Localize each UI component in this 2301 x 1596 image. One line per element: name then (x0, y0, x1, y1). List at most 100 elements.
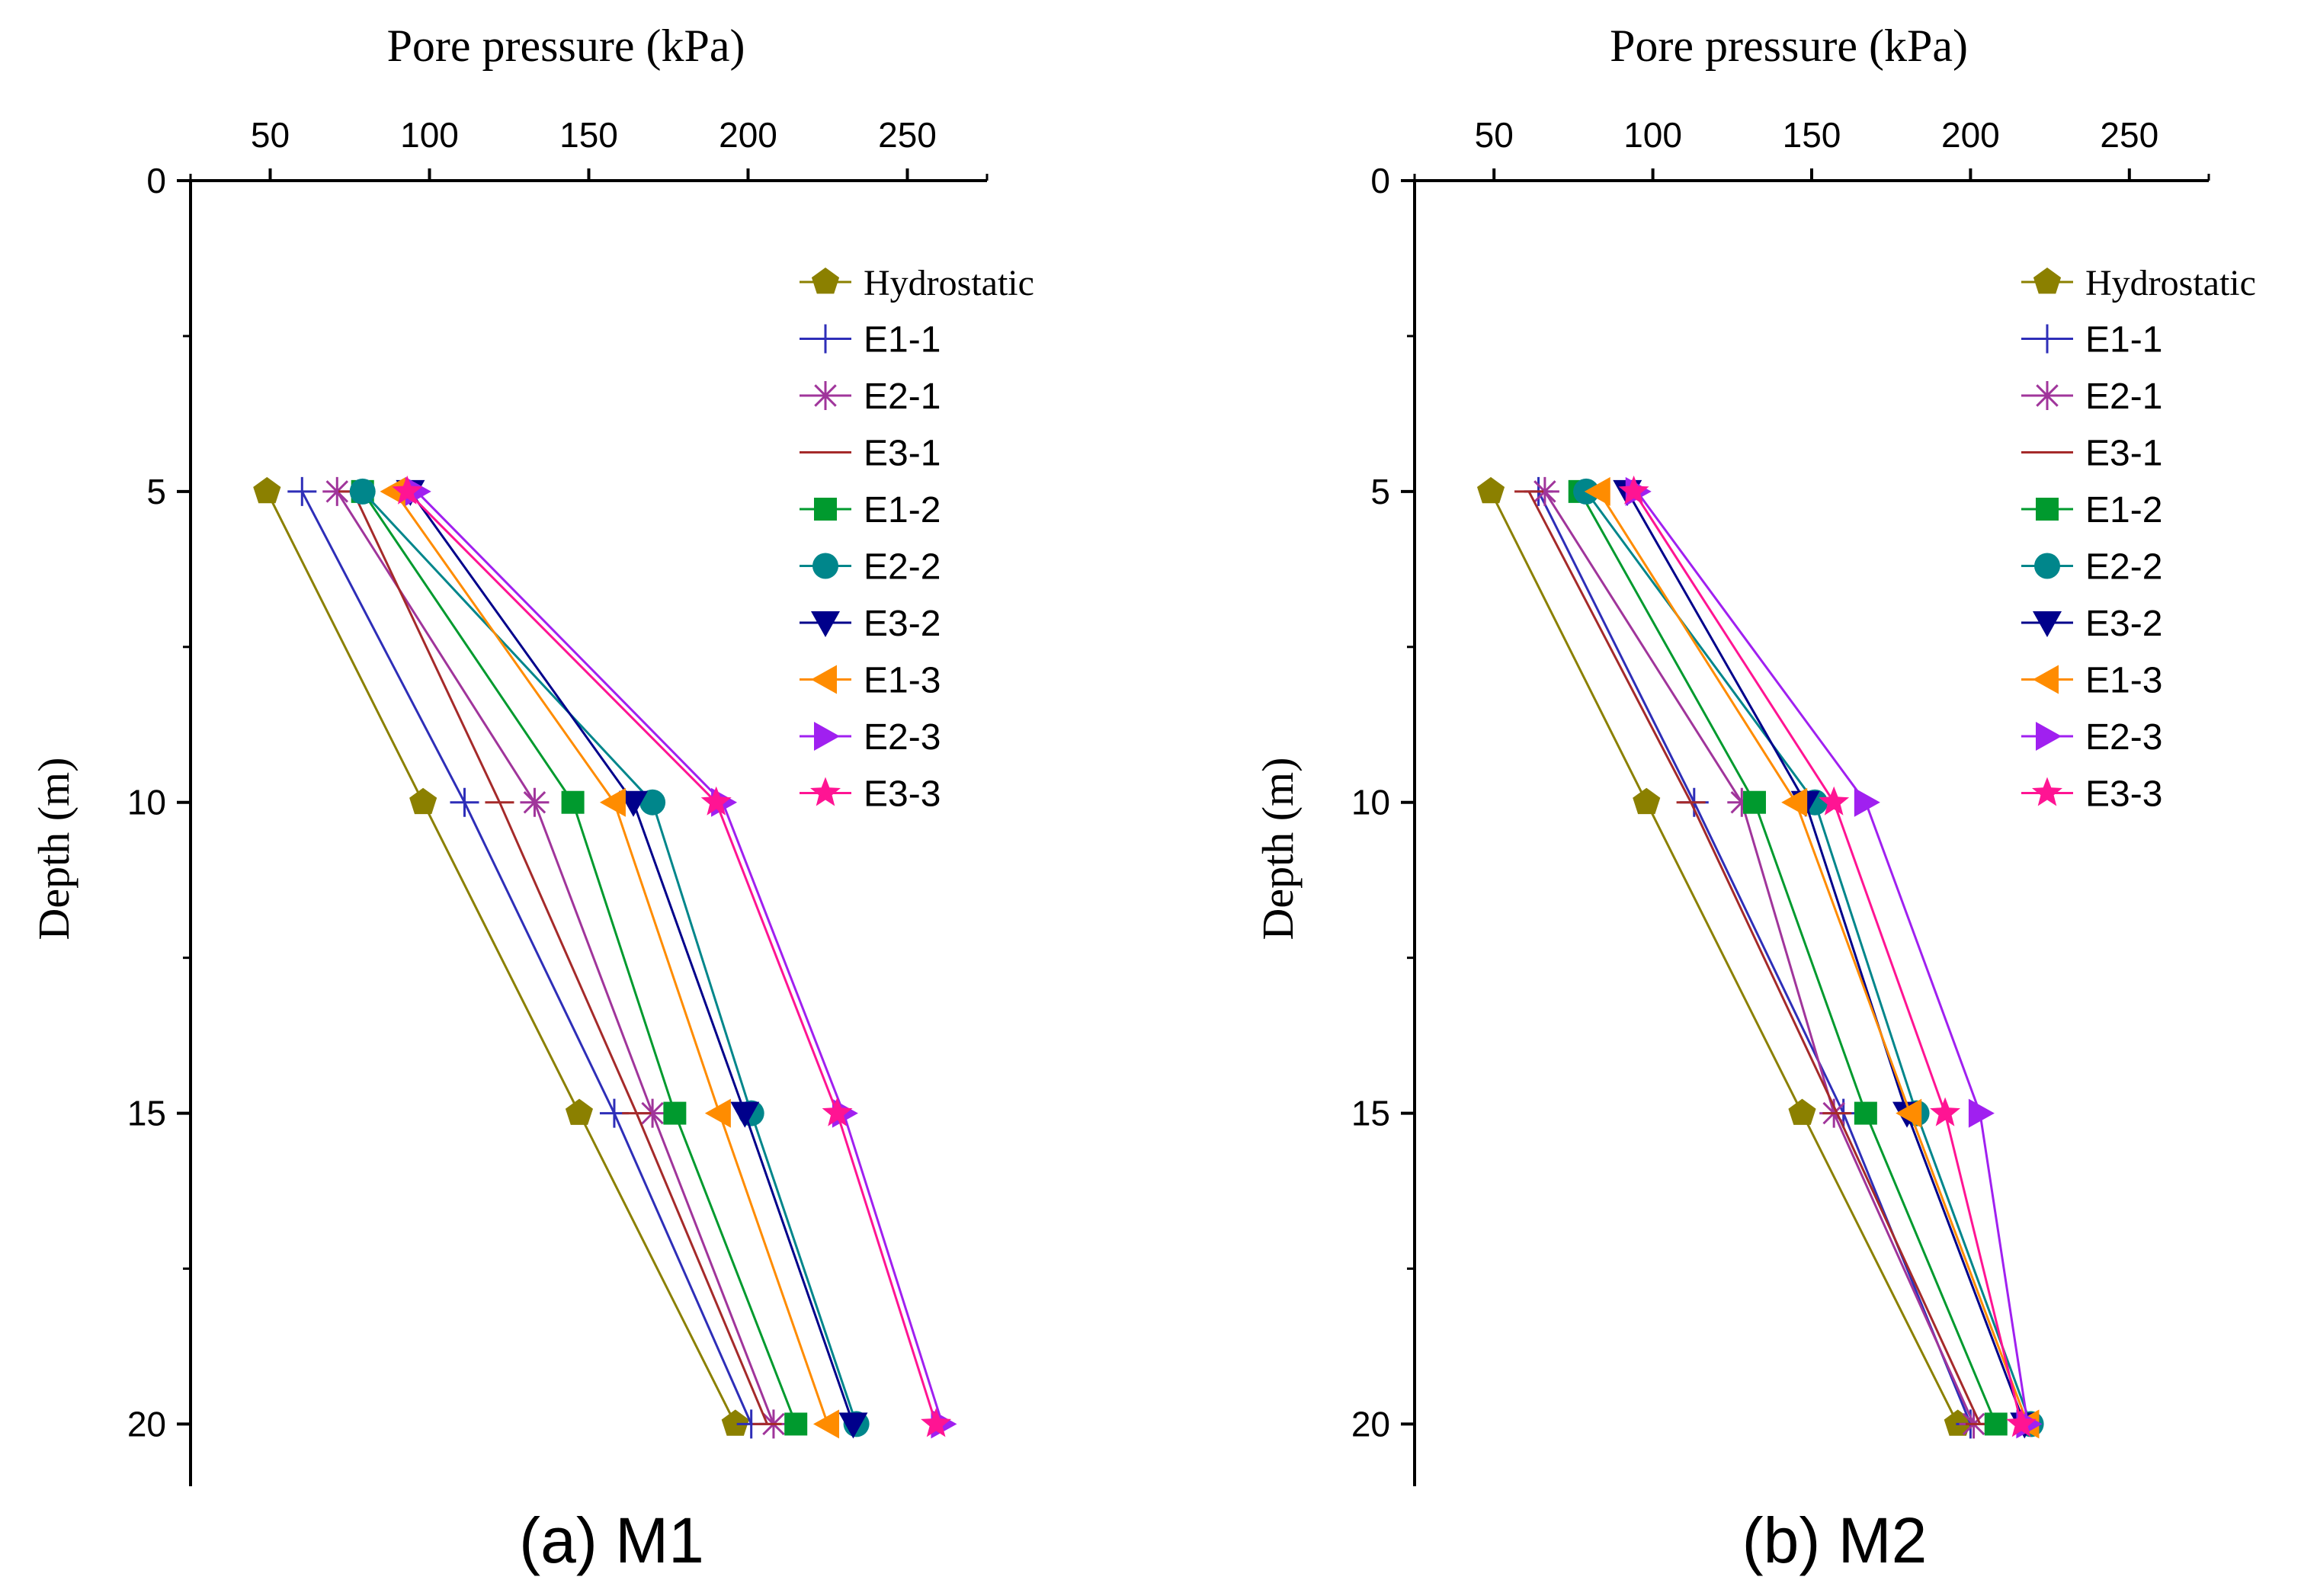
legend-marker (2033, 611, 2062, 637)
data-point (1788, 1098, 1816, 1125)
data-point (1618, 475, 1649, 505)
legend-entry: E3-2 (800, 604, 941, 644)
x-axis-title: Pore pressure (kPa) (1610, 21, 1968, 71)
legend-entry: E2-2 (800, 547, 941, 588)
legend-marker (814, 722, 840, 751)
panel-caption: (a) M1 (519, 1505, 704, 1576)
series-e3-1 (338, 490, 782, 1425)
data-point (921, 1408, 952, 1437)
y-tick-label: 20 (1351, 1404, 1390, 1444)
x-tick-label: 100 (1623, 115, 1682, 155)
data-point (1930, 1097, 1960, 1126)
legend-marker (811, 324, 840, 354)
legend-label: E2-1 (864, 377, 941, 417)
legend-label: E2-2 (2085, 547, 2162, 588)
legend: Hydrostatic E1-1 E2-1 E3-1 E1-2 E2-2 E3-2 E1-3 E… (2021, 263, 2256, 815)
y-tick-label: 15 (1351, 1094, 1390, 1133)
series-line (406, 490, 937, 1425)
data-point (730, 1101, 760, 1128)
data-point (520, 787, 550, 817)
x-tick-label: 50 (1475, 115, 1514, 155)
data-point (1781, 787, 1808, 817)
y-axis-title: Depth (m) (1253, 758, 1303, 941)
series-line (1626, 491, 2026, 1425)
series-line (1537, 491, 1972, 1425)
series-e2-1 (322, 476, 788, 1439)
y-tick-label: 10 (127, 783, 166, 822)
series-e3-2 (396, 479, 868, 1439)
panel-m2: 50 100 150 200 250 0 5 10 15 20 Pore pressure (kPa… (1253, 21, 2256, 1576)
legend-label: E1-1 (2085, 320, 2162, 361)
legend-entry: E2-1 (2021, 377, 2162, 417)
legend-label: E1-1 (864, 320, 941, 361)
x-axis-title: Pore pressure (kPa) (387, 21, 745, 71)
data-point (253, 476, 281, 504)
data-point (1742, 790, 1766, 814)
data-point (1854, 787, 1880, 817)
series-line (1578, 491, 1998, 1425)
legend-label: E2-3 (864, 717, 941, 758)
legend-entry: E1-1 (800, 320, 941, 361)
series-line (351, 491, 768, 1425)
legend-label: Hydrostatic (864, 263, 1034, 303)
legend-entry: E1-2 (2021, 490, 2162, 530)
series-e1-3 (380, 476, 839, 1439)
legend-marker (811, 268, 840, 294)
y-tick-label: 10 (1351, 783, 1390, 822)
series-e1-1 (287, 476, 766, 1439)
series-line (300, 491, 753, 1425)
x-tick-label: 50 (251, 115, 290, 155)
legend-label: E1-2 (2085, 490, 2162, 530)
series-hydrostatic (1477, 476, 1972, 1436)
legend-marker (2033, 665, 2059, 694)
series-line (1489, 491, 1960, 1425)
legend-entry: E3-2 (2021, 604, 2162, 644)
legend-entry: Hydrostatic (800, 263, 1034, 303)
legend-marker (812, 553, 838, 579)
legend-entry: Hydrostatic (2021, 263, 2256, 303)
panel-caption: (b) M2 (1742, 1505, 1928, 1576)
x-tick-label: 250 (2100, 115, 2158, 155)
data-point (822, 1097, 853, 1126)
legend-label: Hydrostatic (2085, 263, 2256, 303)
data-point (2006, 1408, 2037, 1437)
series-e3-3 (392, 475, 952, 1437)
data-point (1819, 786, 1850, 816)
legend-entry: E2-3 (800, 717, 941, 758)
legend-label: E3-2 (2085, 604, 2162, 644)
legend-entry: E2-3 (2021, 717, 2162, 758)
legend-marker (2033, 324, 2062, 354)
series-line (1527, 491, 1982, 1425)
y-axis-title: Depth (m) (29, 758, 79, 941)
legend-label: E3-3 (2085, 774, 2162, 815)
legend-entry: E1-2 (800, 490, 941, 530)
legend-label: E1-2 (864, 490, 941, 530)
data-point (1896, 1098, 1922, 1128)
data-point (838, 1412, 868, 1439)
data-point (813, 1409, 839, 1439)
legend-label: E3-2 (864, 604, 941, 644)
series-line (1543, 491, 1975, 1425)
series-line (336, 491, 775, 1425)
series-line (361, 490, 858, 1425)
legend-marker (810, 777, 841, 806)
legend-entry: E2-1 (800, 377, 941, 417)
y-tick-label: 20 (127, 1404, 166, 1444)
data-point (450, 787, 479, 817)
series-line (409, 491, 854, 1425)
data-point (704, 1098, 731, 1128)
legend: Hydrostatic E1-1 E2-1 E3-1 E1-2 E2-2 E3-2 E1-3 E… (800, 263, 1034, 815)
legend-label: E2-3 (2085, 717, 2162, 758)
series-line (1598, 491, 2029, 1425)
data-point (1727, 787, 1757, 817)
x-tick-label: 100 (400, 115, 459, 155)
legend-marker (2036, 498, 2059, 521)
legend-marker (811, 611, 840, 637)
y-tick-label: 15 (127, 1094, 166, 1133)
series-line (415, 490, 944, 1425)
data-point (561, 790, 585, 814)
data-point (700, 786, 732, 816)
data-point (409, 787, 437, 815)
series-e3-2 (1613, 479, 2040, 1439)
